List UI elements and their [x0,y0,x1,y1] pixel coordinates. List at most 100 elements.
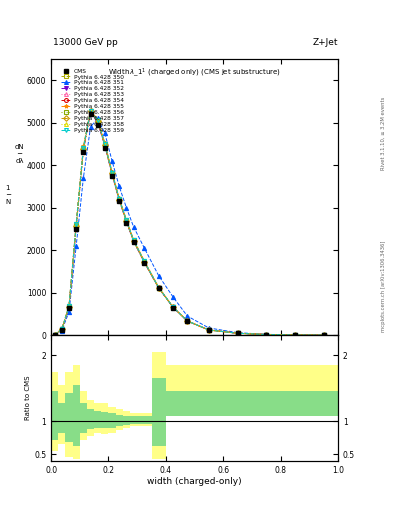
Pythia 6.428 356 [110,171,114,177]
Pythia 6.428 352 [88,110,93,116]
Pythia 6.428 357 [74,223,79,229]
Pythia 6.428 351 [235,330,240,336]
Pythia 6.428 352 [117,197,121,203]
Pythia 6.428 350 [124,218,129,224]
Pythia 6.428 355 [117,195,121,201]
Pythia 6.428 353 [142,258,147,264]
Pythia 6.428 353 [52,332,57,338]
Pythia 6.428 352 [52,332,57,338]
Pythia 6.428 353 [171,304,175,310]
Pythia 6.428 350 [88,108,93,114]
Pythia 6.428 359 [95,117,100,123]
Pythia 6.428 356 [185,318,190,324]
CMS [67,305,72,311]
Pythia 6.428 352 [207,327,211,333]
Pythia 6.428 359 [117,196,121,202]
Pythia 6.428 358 [142,259,147,265]
Pythia 6.428 352 [103,143,107,149]
Pythia 6.428 354 [74,223,79,229]
Pythia 6.428 352 [95,120,100,126]
Pythia 6.428 358 [52,332,57,338]
Pythia 6.428 355 [264,331,269,337]
Pythia 6.428 356 [321,332,326,338]
Pythia 6.428 358 [321,332,326,338]
Pythia 6.428 356 [67,304,72,310]
Pythia 6.428 359 [292,332,298,338]
Pythia 6.428 357 [88,109,93,115]
CMS [171,305,175,311]
Pythia 6.428 351 [117,183,121,189]
Pythia 6.428 356 [264,331,269,337]
Pythia 6.428 350 [74,222,79,228]
Pythia 6.428 359 [235,330,240,336]
Pythia 6.428 357 [321,332,326,338]
Pythia 6.428 354 [185,318,190,324]
Pythia 6.428 353 [264,331,269,337]
Pythia 6.428 355 [142,258,147,264]
Pythia 6.428 354 [142,259,147,265]
Pythia 6.428 356 [156,285,161,291]
Pythia 6.428 354 [131,238,136,244]
Y-axis label: Ratio to CMS: Ratio to CMS [25,376,31,420]
Pythia 6.428 354 [292,332,298,338]
Text: 1
─
N: 1 ─ N [5,184,11,205]
Pythia 6.428 358 [124,218,129,224]
Pythia 6.428 356 [103,142,107,148]
Pythia 6.428 359 [110,169,114,176]
Pythia 6.428 351 [81,175,86,181]
Line: CMS: CMS [52,112,326,337]
Pythia 6.428 355 [235,330,240,336]
Pythia 6.428 358 [95,118,100,124]
Pythia 6.428 355 [103,140,107,146]
Pythia 6.428 358 [117,196,121,202]
Line: Pythia 6.428 358: Pythia 6.428 358 [53,109,326,337]
Pythia 6.428 355 [207,327,211,333]
Pythia 6.428 359 [142,259,147,265]
Line: Pythia 6.428 356: Pythia 6.428 356 [53,110,326,337]
Pythia 6.428 359 [52,332,57,338]
Pythia 6.428 356 [235,330,240,336]
Pythia 6.428 352 [235,330,240,336]
CMS [59,327,64,333]
Line: Pythia 6.428 354: Pythia 6.428 354 [53,110,326,337]
Pythia 6.428 359 [156,285,161,291]
Pythia 6.428 359 [207,327,211,333]
Pythia 6.428 350 [59,326,64,332]
Pythia 6.428 358 [292,332,298,338]
Pythia 6.428 353 [81,144,86,151]
Text: Rivet 3.1.10, ≥ 3.2M events: Rivet 3.1.10, ≥ 3.2M events [381,96,386,170]
Pythia 6.428 352 [67,304,72,310]
CMS [74,226,79,232]
Line: Pythia 6.428 355: Pythia 6.428 355 [53,108,326,337]
Pythia 6.428 355 [81,143,86,150]
Pythia 6.428 358 [264,331,269,337]
Text: Z+Jet: Z+Jet [312,38,338,47]
Pythia 6.428 353 [185,318,190,324]
Pythia 6.428 356 [171,304,175,310]
Pythia 6.428 359 [124,217,129,223]
Pythia 6.428 358 [156,285,161,291]
CMS [88,111,93,117]
Pythia 6.428 352 [171,304,175,310]
CMS [264,331,269,337]
Pythia 6.428 353 [207,327,211,333]
Pythia 6.428 350 [52,332,57,338]
Pythia 6.428 356 [207,327,211,333]
Pythia 6.428 358 [59,326,64,332]
Pythia 6.428 350 [95,117,100,123]
Pythia 6.428 350 [117,196,121,202]
CMS [110,173,114,179]
Pythia 6.428 358 [185,318,190,324]
CMS [156,285,161,291]
Pythia 6.428 352 [131,238,136,244]
Pythia 6.428 351 [59,328,64,334]
Pythia 6.428 356 [124,218,129,224]
Pythia 6.428 359 [59,326,64,332]
Pythia 6.428 359 [171,304,175,310]
CMS [103,145,107,151]
Pythia 6.428 351 [88,124,93,130]
Pythia 6.428 355 [131,237,136,243]
Pythia 6.428 355 [124,217,129,223]
Pythia 6.428 357 [235,330,240,336]
Pythia 6.428 354 [171,304,175,310]
